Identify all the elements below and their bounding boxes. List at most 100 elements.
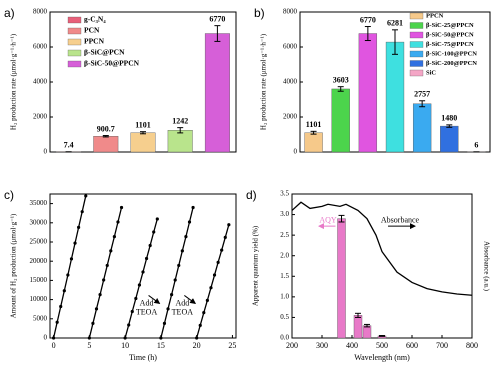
annotation-arrow (148, 295, 161, 305)
bar (130, 132, 156, 153)
data-point (202, 311, 206, 315)
data-point (62, 289, 66, 293)
y-tick-label: 15000 (30, 276, 48, 284)
data-point (155, 217, 159, 221)
plot-frame (49, 193, 237, 339)
data-point (223, 235, 227, 239)
y-axis-label: Apparent quantum yield (%) (252, 225, 260, 306)
panel-label: c) (4, 188, 14, 202)
data-point (180, 249, 184, 253)
legend-swatch (67, 49, 82, 57)
y-tick-label: 1.0 (280, 292, 289, 300)
data-point (66, 273, 70, 277)
error-bar (177, 127, 184, 134)
error-bar (355, 312, 361, 318)
y-axis-label: H₂ production rate (μmol·g⁻¹·h⁻¹) (10, 33, 18, 130)
y-axis-label: H₂ production rate (μmol·g⁻¹·h⁻¹) (260, 33, 268, 130)
annotation: TEOA (172, 307, 194, 316)
data-point (195, 336, 199, 340)
y-tick-label: 0 (44, 148, 48, 156)
data-point (187, 220, 192, 224)
x-tick-label: 25 (228, 341, 236, 350)
data-point (162, 321, 167, 326)
bar (93, 136, 119, 153)
y-tick-label: 2000 (283, 113, 298, 121)
legend-swatch (409, 31, 424, 39)
data-point (184, 235, 188, 239)
legend-swatch (67, 60, 82, 68)
x-axis-label: Time (h) (129, 353, 157, 362)
y-tick-label: 0 (44, 334, 48, 342)
series-label: Absorbance (381, 216, 420, 225)
legend-swatch (67, 16, 82, 24)
data-point (166, 307, 170, 311)
data-point (123, 336, 127, 340)
data-point (191, 205, 195, 210)
data-point (109, 249, 113, 253)
data-line (291, 201, 473, 296)
y-tick-label: 6000 (283, 43, 298, 51)
data-point (148, 243, 152, 248)
data-point (205, 298, 209, 302)
y-tick-label: 35000 (30, 199, 48, 207)
error-bar (338, 214, 345, 223)
data-point (141, 270, 145, 274)
legend-label: β-SiC-50@PPCN (426, 31, 474, 38)
bar (353, 315, 363, 339)
x-tick-label: 0 (52, 341, 56, 350)
data-point (77, 225, 81, 230)
legend-swatch (409, 60, 424, 67)
legend-label: PCN (84, 26, 100, 35)
value-label: 6281 (387, 19, 403, 28)
legend-swatch (409, 41, 424, 48)
y-tick-label: 8000 (283, 8, 298, 16)
data-point (91, 321, 95, 326)
y-tick-label: 0.5 (280, 313, 289, 321)
bar (362, 325, 372, 339)
y-axis-label: Amount of H₂ production (μmol·g⁻¹) (10, 213, 18, 318)
legend-swatch (409, 12, 424, 20)
data-point (227, 223, 231, 227)
panel-label: b) (254, 6, 265, 20)
bar (358, 33, 378, 153)
data-point (98, 293, 102, 297)
error-bar (214, 25, 221, 42)
annotation: TEOA (136, 307, 158, 316)
legend-label: g-C₃N₄ (84, 15, 106, 24)
x-tick-label: 200 (286, 341, 298, 350)
data-point (112, 235, 116, 239)
data-point (94, 307, 99, 311)
x-tick-label: 20 (193, 341, 201, 350)
legend-label: PPCN (426, 12, 444, 19)
error-bar (364, 26, 371, 42)
error-bar (140, 131, 146, 135)
panel-label: a) (4, 6, 15, 20)
panel-label: d) (246, 188, 257, 202)
data-point (216, 260, 220, 264)
legend-label: β-SiC@PCN (84, 48, 125, 57)
data-point (130, 309, 134, 314)
value-label: 6770 (209, 14, 225, 23)
x-tick-label: 5 (87, 341, 91, 350)
y-tick-label: 25000 (30, 238, 48, 246)
x-tick-label: 10 (121, 341, 129, 350)
error-bar (392, 29, 398, 55)
data-point (173, 278, 177, 282)
error-bar (102, 135, 109, 138)
bar (337, 218, 346, 339)
value-label: 900.7 (97, 124, 115, 133)
data-point (84, 194, 88, 198)
data-point (105, 263, 109, 268)
annotation: Add (140, 298, 154, 307)
series-label: AQY (319, 216, 337, 225)
y-tick-label: 1.5 (280, 272, 289, 280)
data-point (87, 336, 91, 340)
bar (304, 132, 323, 153)
legend-label: β-SiC-100@PPCN (426, 50, 477, 57)
y-tick-label: 6000 (33, 43, 48, 51)
data-point (159, 336, 163, 340)
data-point (116, 220, 120, 224)
data-point (55, 320, 59, 324)
error-bar (364, 323, 370, 328)
